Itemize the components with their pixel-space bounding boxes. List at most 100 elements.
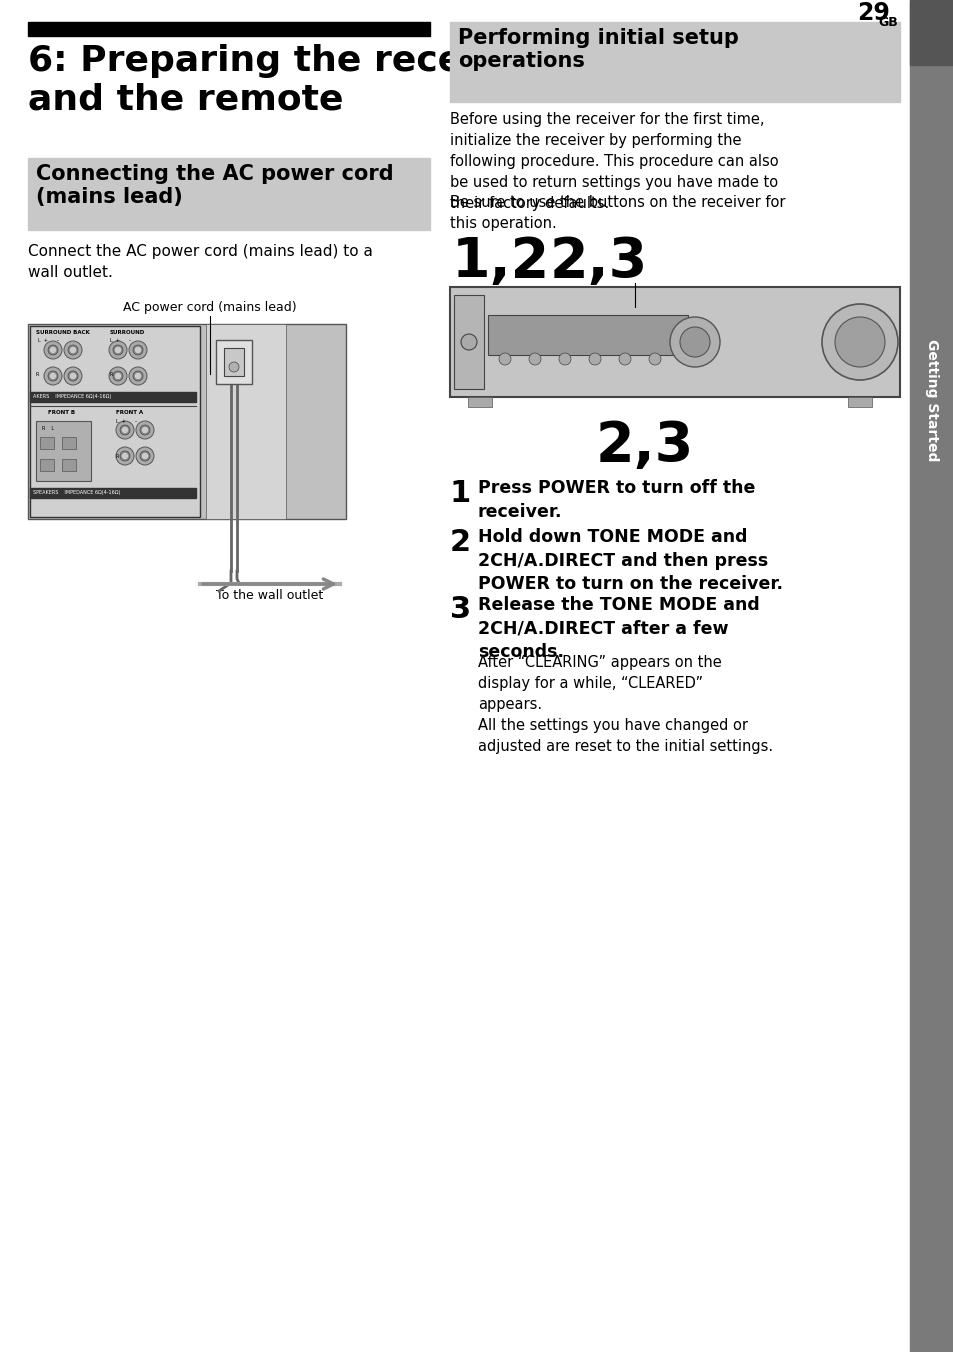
Circle shape <box>136 420 153 439</box>
Text: R: R <box>36 372 39 377</box>
Text: SPEAKERS    IMPEDANCE 6Ω(4-16Ω): SPEAKERS IMPEDANCE 6Ω(4-16Ω) <box>33 489 120 495</box>
Text: Hold down TONE MODE and
2CH/A.DIRECT and then press
POWER to turn on the receive: Hold down TONE MODE and 2CH/A.DIRECT and… <box>477 529 782 594</box>
Text: 6: Preparing the receiver
and the remote: 6: Preparing the receiver and the remote <box>28 45 540 116</box>
Circle shape <box>51 373 55 379</box>
Bar <box>215 339 252 384</box>
Circle shape <box>48 345 58 356</box>
Bar <box>468 397 492 407</box>
Text: FRONT A: FRONT A <box>116 410 143 415</box>
Circle shape <box>122 427 128 433</box>
Bar <box>30 326 200 516</box>
Circle shape <box>529 353 540 365</box>
Circle shape <box>115 373 120 379</box>
Circle shape <box>116 448 133 465</box>
Circle shape <box>71 347 75 353</box>
Text: 1,2: 1,2 <box>452 235 550 289</box>
Circle shape <box>618 353 630 365</box>
Text: R    L: R L <box>42 426 54 431</box>
Circle shape <box>51 347 55 353</box>
Bar <box>30 392 195 402</box>
Bar <box>909 0 953 1352</box>
Text: Performing initial setup
operations: Performing initial setup operations <box>457 28 739 72</box>
Text: SURROUND BACK: SURROUND BACK <box>36 330 90 335</box>
Circle shape <box>122 453 128 458</box>
Text: R: R <box>110 372 113 377</box>
Circle shape <box>132 345 143 356</box>
Bar <box>28 158 430 230</box>
Circle shape <box>821 304 897 380</box>
Text: Connect the AC power cord (mains lead) to a
wall outlet.: Connect the AC power cord (mains lead) t… <box>28 243 373 280</box>
Circle shape <box>142 427 148 433</box>
Text: Release the TONE MODE and
2CH/A.DIRECT after a few
seconds.: Release the TONE MODE and 2CH/A.DIRECT a… <box>477 595 759 661</box>
Text: L  +      –: L + – <box>38 338 59 343</box>
Bar <box>40 437 54 449</box>
Bar <box>450 287 899 397</box>
Circle shape <box>48 370 58 381</box>
Text: 2,3: 2,3 <box>596 419 694 473</box>
Text: L  +      –: L + – <box>116 419 137 425</box>
Bar <box>450 22 899 101</box>
Text: SURROUND: SURROUND <box>110 330 145 335</box>
Circle shape <box>558 353 571 365</box>
Circle shape <box>135 347 140 353</box>
Text: Getting Started: Getting Started <box>924 339 938 461</box>
Circle shape <box>135 373 140 379</box>
Circle shape <box>64 366 82 385</box>
Text: After “CLEARING” appears on the
display for a while, “CLEARED”
appears.
All the : After “CLEARING” appears on the display … <box>477 654 772 754</box>
Circle shape <box>679 327 709 357</box>
Circle shape <box>669 316 720 366</box>
Bar <box>488 315 687 356</box>
Text: AKERS    IMPEDANCE 6Ω(4-16Ω): AKERS IMPEDANCE 6Ω(4-16Ω) <box>33 393 112 399</box>
Circle shape <box>129 366 147 385</box>
Text: Press POWER to turn off the
receiver.: Press POWER to turn off the receiver. <box>477 479 755 521</box>
Circle shape <box>115 347 120 353</box>
Text: L  +      –: L + – <box>110 338 132 343</box>
Text: To the wall outlet: To the wall outlet <box>216 589 323 602</box>
Circle shape <box>132 370 143 381</box>
Circle shape <box>109 366 127 385</box>
Circle shape <box>120 452 130 461</box>
Circle shape <box>140 425 150 435</box>
Text: 29: 29 <box>856 1 889 24</box>
Bar <box>30 488 195 498</box>
Bar <box>62 437 76 449</box>
Bar <box>224 347 244 376</box>
Bar <box>40 458 54 470</box>
Circle shape <box>112 345 123 356</box>
Circle shape <box>109 341 127 360</box>
Circle shape <box>44 341 62 360</box>
Text: AC power cord (mains lead): AC power cord (mains lead) <box>123 301 296 314</box>
Bar <box>28 22 430 37</box>
Text: R: R <box>116 454 119 458</box>
Bar <box>28 324 346 519</box>
Circle shape <box>112 370 123 381</box>
Circle shape <box>140 452 150 461</box>
Text: 1: 1 <box>450 479 471 508</box>
Circle shape <box>64 341 82 360</box>
Circle shape <box>136 448 153 465</box>
Circle shape <box>648 353 660 365</box>
Circle shape <box>834 316 884 366</box>
Circle shape <box>129 341 147 360</box>
Bar <box>847 397 871 407</box>
Circle shape <box>116 420 133 439</box>
Circle shape <box>498 353 511 365</box>
Text: Be sure to use the buttons on the receiver for
this operation.: Be sure to use the buttons on the receiv… <box>450 195 784 231</box>
Circle shape <box>44 366 62 385</box>
Circle shape <box>120 425 130 435</box>
Circle shape <box>68 370 78 381</box>
Text: 2: 2 <box>450 529 471 557</box>
Bar <box>62 458 76 470</box>
Text: 2,3: 2,3 <box>550 235 648 289</box>
Text: 3: 3 <box>450 595 471 625</box>
Text: FRONT B: FRONT B <box>48 410 75 415</box>
Circle shape <box>68 345 78 356</box>
Circle shape <box>460 334 476 350</box>
Circle shape <box>142 453 148 458</box>
Circle shape <box>588 353 600 365</box>
Bar <box>36 420 91 481</box>
Text: Before using the receiver for the first time,
initialize the receiver by perform: Before using the receiver for the first … <box>450 112 778 211</box>
Bar <box>206 324 286 519</box>
Text: Connecting the AC power cord
(mains lead): Connecting the AC power cord (mains lead… <box>36 164 394 207</box>
Circle shape <box>71 373 75 379</box>
